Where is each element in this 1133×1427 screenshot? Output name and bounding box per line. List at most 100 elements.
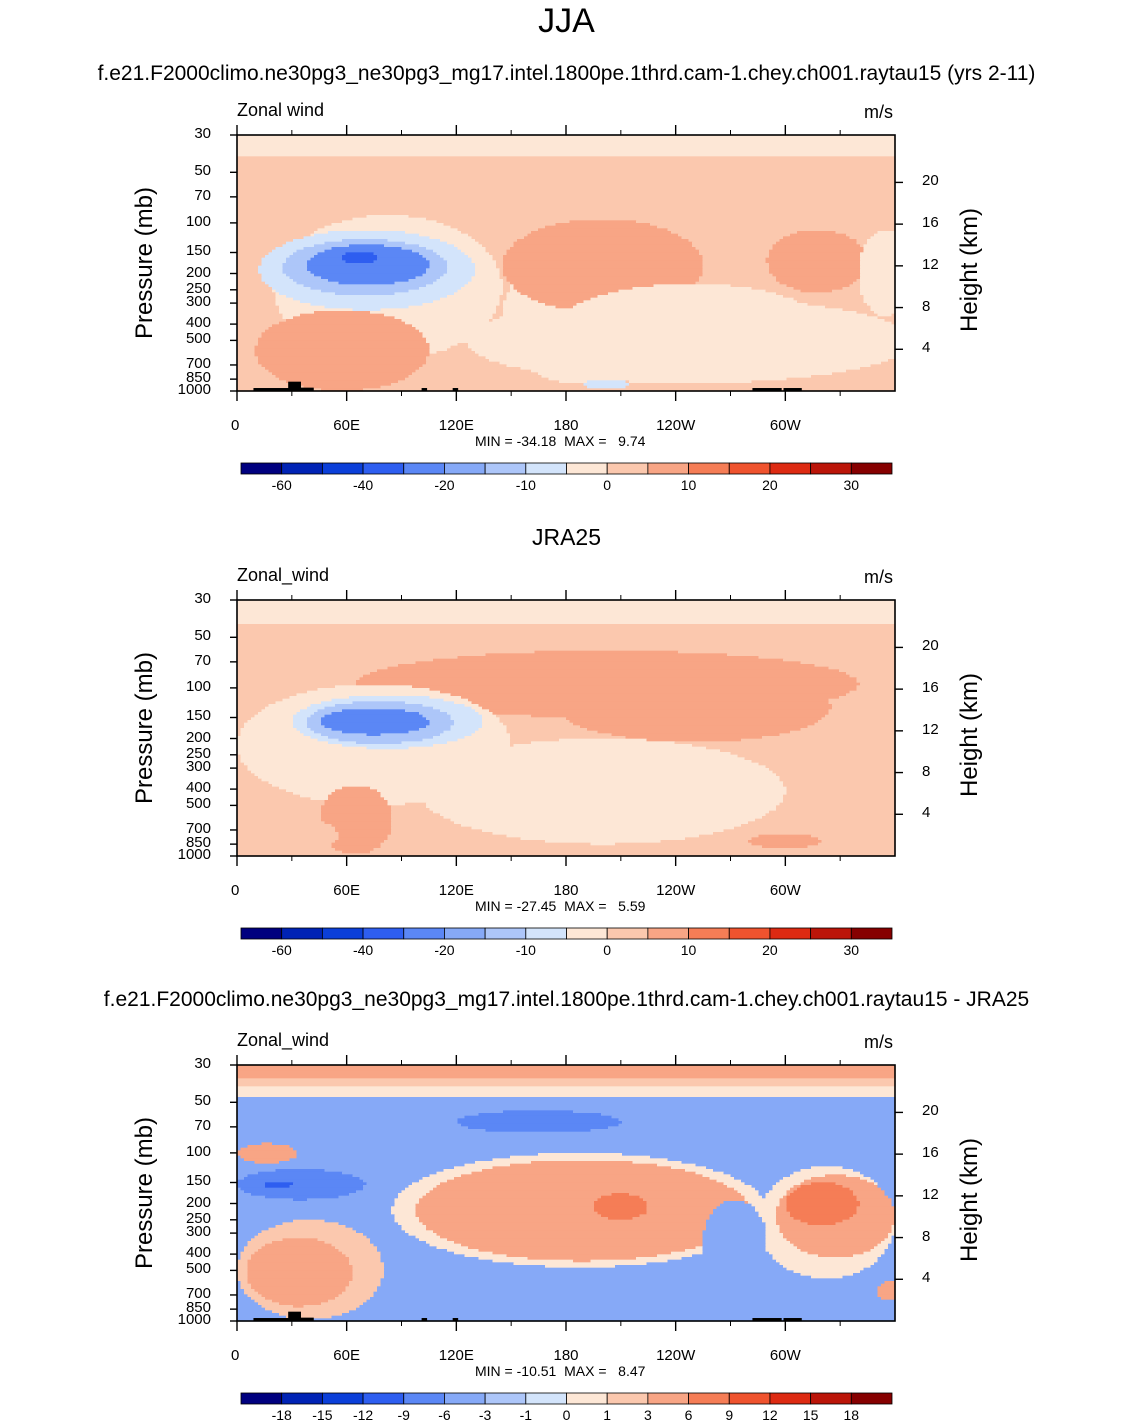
contour-cell [482, 1169, 686, 1173]
contour-cell [450, 818, 756, 822]
contour-cell [321, 276, 417, 280]
contour-cell [457, 656, 760, 660]
contour-field [237, 600, 896, 857]
contour-cell [275, 292, 280, 296]
contour-cell [237, 300, 277, 304]
contour-cell [471, 257, 494, 261]
contour-cell [587, 385, 627, 389]
contour-cell [240, 1187, 364, 1191]
contour-cell [590, 297, 795, 301]
contour-cell [279, 786, 343, 790]
contour-cell [342, 744, 434, 748]
contour-cell [415, 1203, 595, 1207]
pressure-tick-label: 700 [185, 354, 211, 372]
contour-cell [657, 225, 896, 229]
contour-cell [783, 781, 896, 785]
contour-cell [457, 228, 539, 232]
contour-cell [636, 1257, 683, 1261]
contour-cell [503, 257, 704, 261]
contour-cell [286, 241, 326, 245]
contour-cell [380, 845, 763, 849]
contour-cell [237, 685, 336, 689]
pressure-tick-label: 1000 [177, 846, 211, 863]
contour-cell [331, 712, 420, 716]
colorbar-box [321, 1392, 364, 1405]
contour-cell [496, 263, 504, 267]
contour-cell [384, 1273, 802, 1277]
contour-cell [321, 805, 392, 809]
contour-cell [727, 653, 896, 657]
contour-cell [408, 305, 497, 309]
colorbar-box [362, 927, 405, 940]
contour-cell [237, 1193, 252, 1197]
contour-cell [510, 247, 697, 251]
contour-cell [286, 257, 312, 261]
contour-cell [282, 244, 315, 248]
contour-cell [685, 1249, 704, 1253]
lon-tick-label: 120E [438, 882, 474, 899]
contour-cell [261, 263, 284, 267]
contour-cell [380, 1283, 882, 1287]
contour-cell [485, 356, 896, 360]
contour-cell [282, 265, 308, 269]
contour-cell [237, 674, 364, 678]
contour-cell [450, 714, 483, 718]
contour-cell [258, 337, 427, 341]
contour-cell [846, 233, 875, 237]
contour-cell [237, 137, 896, 141]
contour-cell [888, 1246, 896, 1250]
contour-cell [846, 1174, 865, 1178]
contour-cell [751, 842, 819, 846]
contour-cell [279, 321, 406, 325]
contour-cell [282, 316, 294, 320]
contour-cell [884, 1193, 896, 1197]
lon-tick-label: 120W [656, 1347, 696, 1364]
contour-cell [482, 722, 504, 726]
contour-cell [268, 327, 417, 331]
land-mask [452, 1318, 459, 1321]
contour-cell [639, 1195, 746, 1199]
contour-cell [237, 1209, 392, 1213]
contour-cell [594, 1206, 648, 1210]
pressure-tick-label: 100 [185, 212, 211, 230]
contour-cell [289, 255, 315, 259]
contour-cell [258, 340, 427, 344]
contour-cell [468, 343, 896, 347]
contour-cell [352, 1278, 382, 1282]
contour-cell [510, 289, 518, 293]
contour-cell [594, 1203, 648, 1207]
contour-cell [860, 268, 896, 272]
contour-cell [769, 265, 861, 269]
contour-cell [860, 367, 896, 371]
contour-cell [499, 295, 508, 299]
contour-cell [265, 1182, 294, 1186]
contour-cell [237, 1067, 896, 1071]
contour-cell [380, 1278, 896, 1282]
contour-cell [615, 1265, 784, 1269]
y-axis-label: Pressure (mb) [131, 651, 158, 805]
contour-cell [240, 1155, 298, 1159]
colorbar-box [484, 927, 527, 940]
contour-cell [450, 345, 469, 349]
contour-cell [282, 268, 308, 272]
contour-cell [478, 704, 833, 708]
contour-cell [394, 1214, 417, 1218]
contour-cell [447, 1179, 718, 1183]
contour-cell [891, 1238, 896, 1242]
lon-tick-label: 0 [231, 1347, 240, 1364]
colorbar-box [850, 1392, 893, 1405]
contour-field [237, 135, 896, 392]
contour-cell [706, 1222, 767, 1226]
contour-cell [636, 220, 896, 224]
contour-cell [769, 263, 861, 267]
contour-cell [471, 826, 735, 830]
contour-cell [744, 1182, 777, 1186]
contour-cell [237, 385, 305, 389]
contour-cell [454, 1251, 494, 1255]
contour-cell [860, 281, 896, 285]
colorbar-box [525, 927, 567, 940]
contour-cell [429, 351, 438, 355]
contour-cell [405, 241, 448, 245]
contour-cell [237, 271, 259, 275]
contour-cell [258, 1249, 340, 1253]
